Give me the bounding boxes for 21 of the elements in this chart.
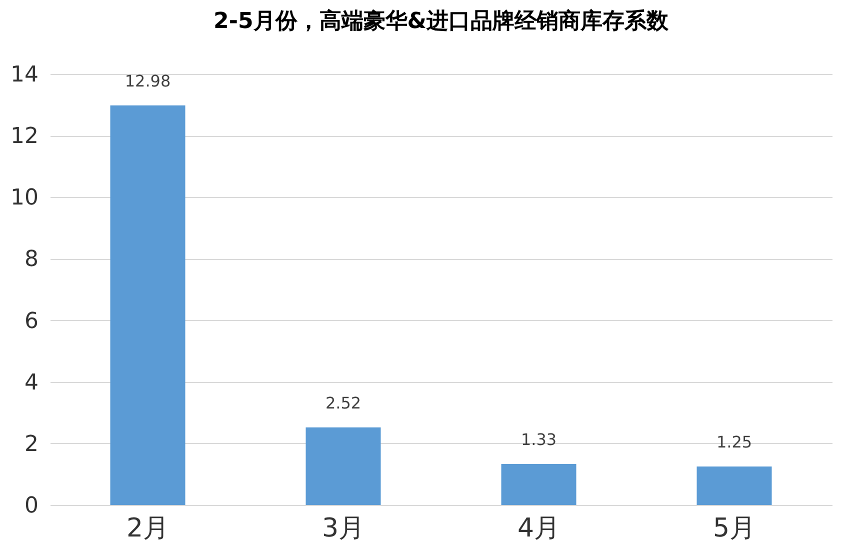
bar bbox=[501, 464, 576, 505]
data-label: 1.33 bbox=[520, 430, 557, 450]
y-tick-label: 0 bbox=[24, 494, 38, 518]
data-label: 1.25 bbox=[716, 432, 752, 452]
y-tick-label: 8 bbox=[24, 247, 38, 272]
y-tick-label: 2 bbox=[24, 432, 38, 457]
y-tick-label: 4 bbox=[24, 370, 38, 396]
bar bbox=[306, 427, 381, 505]
x-tick-label: 5月 bbox=[712, 514, 756, 544]
x-tick-label: 3月 bbox=[322, 514, 365, 544]
bar bbox=[110, 105, 186, 505]
y-tick-label: 10 bbox=[10, 186, 38, 211]
y-tick-label: 6 bbox=[24, 308, 38, 334]
bar bbox=[696, 466, 772, 505]
data-label: 12.98 bbox=[124, 71, 171, 90]
y-tick-label: 12 bbox=[10, 124, 38, 150]
data-label: 2.52 bbox=[325, 393, 362, 412]
y-tick-label: 14 bbox=[10, 62, 38, 88]
chart-title: 2-5月份，高端豪华&进口品牌经销商库存系数 bbox=[214, 8, 670, 34]
x-tick-label: 2月 bbox=[126, 514, 170, 544]
x-tick-label: 4月 bbox=[517, 514, 560, 544]
